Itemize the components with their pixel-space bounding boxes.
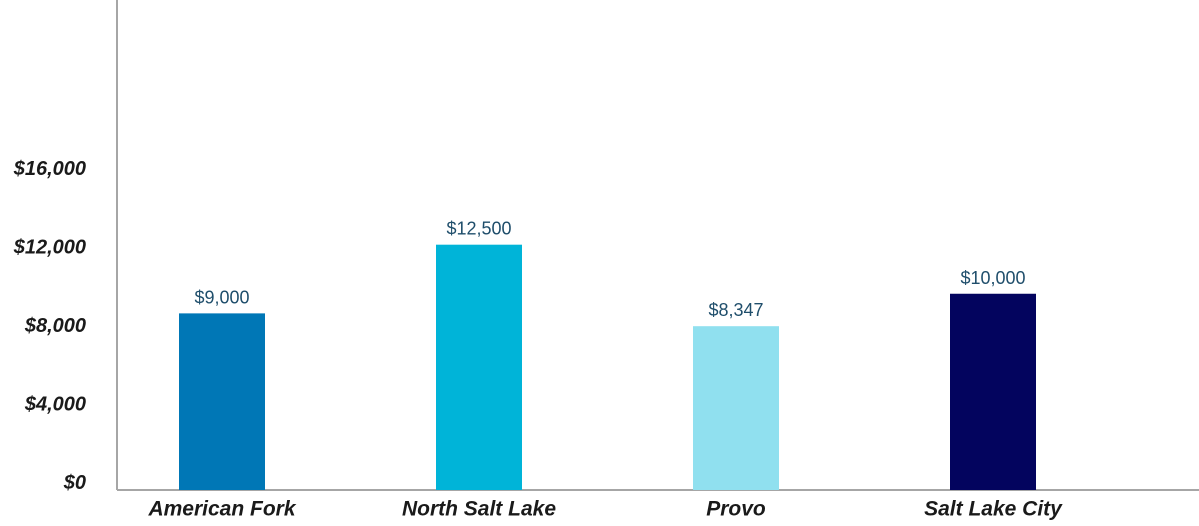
x-axis-labels: American Fork North Salt Lake Provo Salt La… [147, 498, 1063, 521]
bars [179, 244, 1036, 490]
x-tick-label: North Salt Lake [402, 498, 556, 521]
y-axis-ticks: $0 $4,000 $8,000 $12,000 $16,000 [13, 158, 86, 494]
data-label: $10,000 [960, 268, 1025, 288]
x-tick-label: Provo [706, 498, 766, 521]
data-labels: $9,000 $12,500 $8,347 $10,000 [194, 219, 1025, 321]
y-tick-label: $12,000 [13, 237, 86, 259]
y-tick-label: $4,000 [24, 394, 86, 416]
data-label: $9,000 [194, 287, 249, 307]
y-tick-label: $0 [63, 472, 86, 494]
x-tick-label: Salt Lake City [924, 498, 1063, 521]
y-tick-label: $16,000 [13, 158, 86, 180]
y-tick-label: $8,000 [24, 315, 86, 337]
bar [950, 293, 1036, 490]
x-tick-label: American Fork [147, 498, 296, 521]
data-label: $12,500 [446, 219, 511, 239]
bar [693, 326, 779, 490]
data-label: $8,347 [708, 300, 763, 320]
bar [179, 313, 265, 490]
bar [436, 244, 522, 490]
